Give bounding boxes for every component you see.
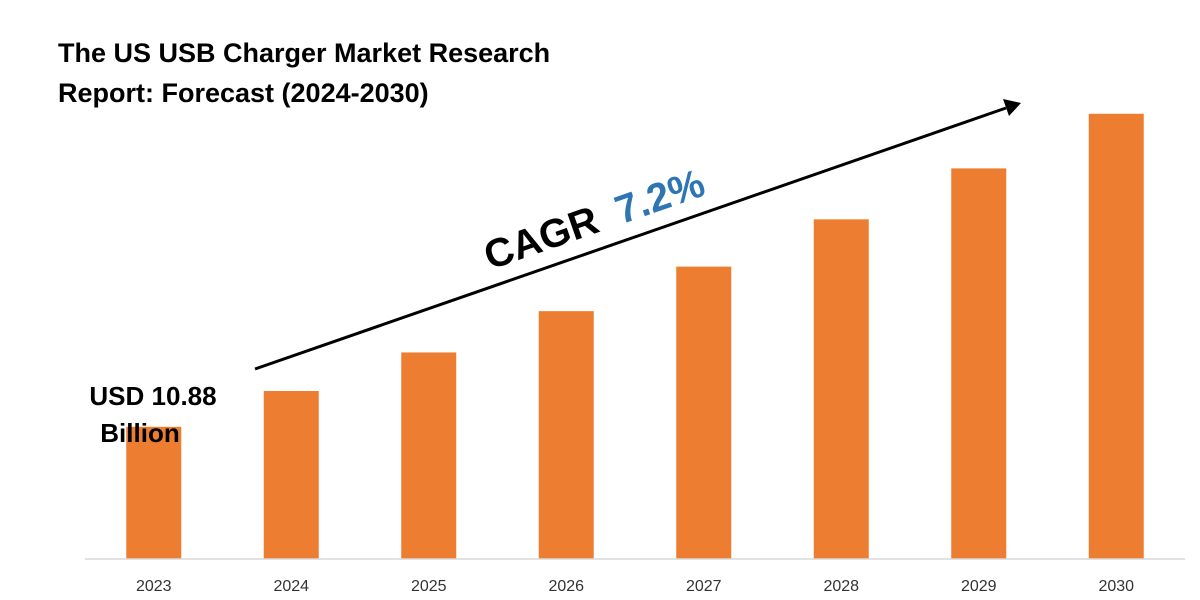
bar-2024 <box>263 391 319 559</box>
x-tick-label-2027: 2027 <box>686 578 722 595</box>
bars-layer <box>126 113 1144 560</box>
trend-arrow <box>254 99 1021 371</box>
x-tick-label-2025: 2025 <box>411 578 447 595</box>
bar-2023 <box>126 426 182 559</box>
bar-2026 <box>538 311 594 559</box>
tick-labels: 2023 2024 2025 2026 2027 2028 2029 2030 <box>136 578 1134 595</box>
start-value-label-line-1: USD 10.88 <box>89 381 216 411</box>
bar-2030 <box>1088 113 1144 560</box>
bar-2028 <box>813 219 869 559</box>
x-tick-label-2030: 2030 <box>1098 578 1134 595</box>
cagr-prefix: CAGR <box>478 198 604 278</box>
chart-title-line-1: The US USB Charger Market Research <box>58 38 550 68</box>
bar-2027 <box>676 266 732 559</box>
trend-arrow-head <box>1003 99 1021 116</box>
cagr-label: CAGR 7.2% <box>478 161 710 278</box>
x-tick-label-2026: 2026 <box>548 578 584 595</box>
x-tick-label-2028: 2028 <box>823 578 859 595</box>
chart-title-line-2: Report: Forecast (2024-2030) <box>58 78 429 108</box>
start-value-label-line-2: Billion <box>100 418 179 448</box>
x-tick-label-2024: 2024 <box>273 578 309 595</box>
x-tick-label-2023: 2023 <box>136 578 172 595</box>
x-tick-label-2029: 2029 <box>961 578 997 595</box>
trend-arrow-shaft <box>254 106 1007 371</box>
cagr-value: 7.2% <box>610 161 711 233</box>
bar-2029 <box>951 168 1007 560</box>
bar-2025 <box>401 352 457 559</box>
